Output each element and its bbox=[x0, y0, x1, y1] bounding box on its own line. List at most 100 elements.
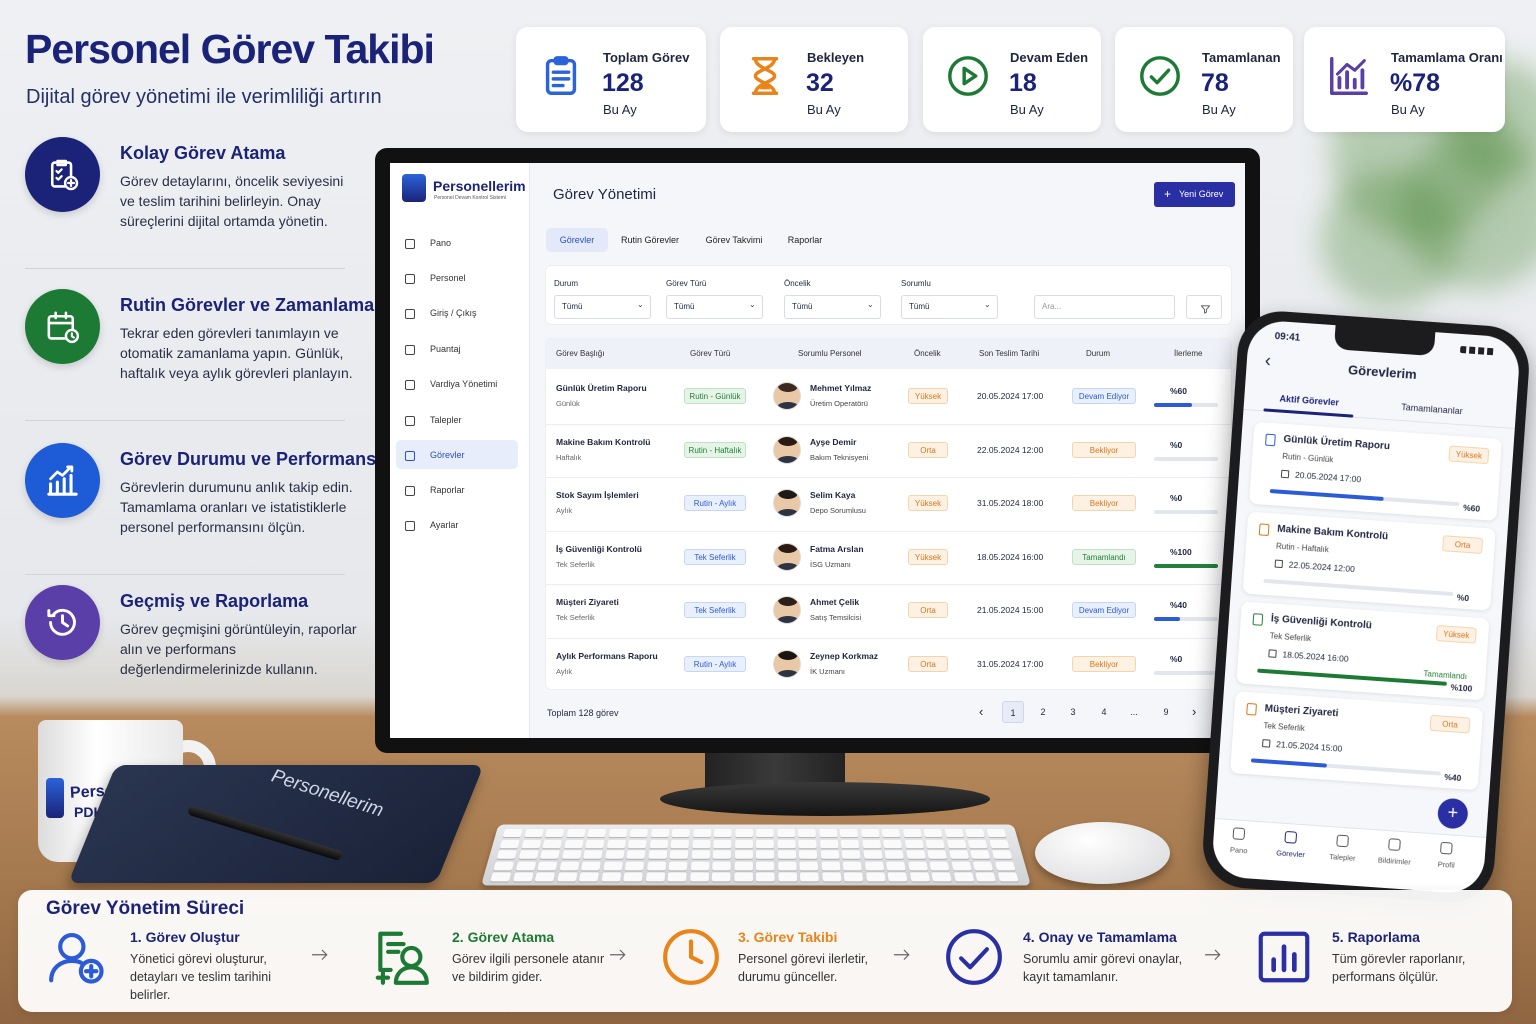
card-status: Tamamlandı bbox=[1423, 669, 1468, 682]
icon-part bbox=[61, 614, 70, 628]
plant-blur bbox=[1320, 170, 1460, 310]
task-frequency: Tek Seferlik bbox=[556, 559, 595, 569]
column-header: İlerleme bbox=[1174, 349, 1203, 358]
filter-select[interactable]: Tümü bbox=[666, 295, 763, 319]
key bbox=[839, 829, 859, 838]
task-card[interactable]: Günlük Üretim Raporu Yüksek Rutin - Günlük… bbox=[1248, 421, 1503, 521]
feature-icon bbox=[42, 306, 83, 347]
icon-part bbox=[49, 465, 74, 481]
key bbox=[534, 872, 556, 882]
key bbox=[691, 850, 710, 859]
feature-title: Kolay Görev Atama bbox=[120, 143, 286, 163]
key bbox=[734, 839, 753, 848]
key bbox=[798, 850, 818, 859]
page-number[interactable]: 4 bbox=[1101, 707, 1107, 717]
icon-part bbox=[47, 473, 78, 496]
page-number[interactable]: 3 bbox=[1070, 707, 1076, 717]
progress-label: %40 bbox=[1170, 600, 1188, 610]
task-frequency: Haftalık bbox=[556, 452, 582, 462]
column-header: Görev Türü bbox=[690, 349, 731, 358]
feature-icon-circle bbox=[25, 443, 100, 518]
filter-select[interactable]: Tümü bbox=[901, 295, 998, 319]
nav-icon bbox=[405, 274, 415, 284]
progress-fill bbox=[1154, 403, 1193, 407]
card-progress: %100 bbox=[1450, 682, 1473, 694]
card-due: 21.05.2024 15:00 bbox=[1275, 739, 1343, 754]
mobile-tab[interactable]: Tamamlananlar bbox=[1400, 401, 1464, 417]
key bbox=[797, 829, 816, 838]
priority-chip: Orta bbox=[908, 441, 948, 458]
filter-label: Durum bbox=[554, 279, 579, 288]
search-box[interactable]: Ara... bbox=[1034, 295, 1175, 319]
feature-icon-circle bbox=[25, 289, 100, 364]
icon-part bbox=[551, 70, 571, 88]
tab[interactable]: Raporlar bbox=[787, 235, 823, 245]
icon-part bbox=[545, 56, 577, 95]
filter-select[interactable]: Tümü bbox=[554, 295, 651, 319]
avatar-body bbox=[776, 616, 800, 623]
avatar-hair bbox=[778, 436, 798, 446]
filter-select[interactable]: Tümü bbox=[784, 295, 881, 319]
priority-chip: Orta bbox=[908, 602, 948, 618]
icon-part bbox=[946, 929, 1002, 985]
key bbox=[756, 872, 775, 882]
task-card[interactable]: İş Güvenliği Kontrolü Yüksek Tek Seferlik 1… bbox=[1236, 601, 1490, 701]
feature-icon bbox=[42, 460, 83, 501]
stat-value: %78 bbox=[1390, 69, 1441, 97]
tab[interactable]: Görevler bbox=[546, 228, 608, 252]
progress-label: %100 bbox=[1170, 546, 1192, 557]
priority-chip: Yüksek bbox=[908, 495, 948, 511]
key bbox=[669, 850, 689, 859]
key bbox=[904, 839, 924, 848]
page-number[interactable]: 9 bbox=[1163, 707, 1169, 717]
nav-icon bbox=[405, 486, 415, 496]
step-arrow bbox=[606, 948, 630, 966]
task-card[interactable]: Makine Bakım Kontrolü Orta Rutin - Haftalı… bbox=[1242, 511, 1496, 611]
card-priority: Yüksek bbox=[1448, 445, 1490, 465]
calendar-icon bbox=[1280, 469, 1290, 479]
nav-icon bbox=[405, 521, 415, 531]
stat-label: Toplam Görev bbox=[603, 50, 690, 65]
card-title: İş Güvenliği Kontrolü bbox=[1270, 613, 1373, 632]
divider bbox=[25, 420, 345, 421]
feature-icon bbox=[42, 602, 83, 643]
key bbox=[953, 872, 974, 882]
page-number[interactable]: 2 bbox=[1040, 707, 1046, 717]
icon-part bbox=[1330, 57, 1368, 95]
icon-part bbox=[47, 311, 80, 344]
nav-active-bg bbox=[396, 440, 518, 469]
key bbox=[864, 861, 884, 870]
page-number[interactable]: ... bbox=[1130, 707, 1138, 717]
step-title: 4. Onay ve Tamamlama bbox=[1023, 929, 1177, 945]
step-text: Görev ilgili personele atanır ve bildiri… bbox=[452, 952, 605, 984]
icon-part bbox=[311, 949, 328, 960]
key bbox=[692, 829, 711, 838]
key bbox=[629, 829, 649, 838]
card-type: Rutin - Haftalık bbox=[1275, 541, 1330, 555]
key bbox=[670, 839, 690, 848]
key bbox=[931, 872, 952, 882]
stat-card: Bekleyen 32 Bu Ay bbox=[720, 27, 908, 132]
tab[interactable]: Görev Takvimi bbox=[705, 235, 763, 245]
person-name: Fatma Arslan bbox=[810, 543, 864, 554]
key bbox=[860, 829, 880, 838]
key bbox=[907, 861, 928, 870]
card-icon bbox=[1258, 523, 1270, 537]
mobile-tab[interactable]: Aktif Görevler bbox=[1279, 393, 1340, 408]
new-button[interactable]: Yeni Görev bbox=[1154, 182, 1235, 207]
card-fill bbox=[1257, 668, 1447, 686]
icon-part bbox=[1200, 305, 1211, 314]
status-chip: Devam Ediyor bbox=[1072, 388, 1136, 404]
brand-name: Personellerim bbox=[433, 178, 526, 194]
filter-button[interactable] bbox=[1186, 295, 1222, 319]
notch bbox=[1333, 325, 1436, 357]
icon-part bbox=[47, 314, 75, 340]
monitor-screen: Personellerim Personel Devam Kontrol Sist… bbox=[390, 163, 1245, 738]
task-card[interactable]: Müşteri Ziyareti Orta Tek Seferlik 21.05.20… bbox=[1230, 691, 1484, 791]
card-title: Makine Bakım Kontrolü bbox=[1276, 523, 1389, 543]
icon-part bbox=[759, 83, 771, 90]
fab[interactable]: + bbox=[1436, 797, 1469, 830]
tab[interactable]: Rutin Görevler bbox=[620, 235, 680, 245]
page-number[interactable]: 1 bbox=[1002, 701, 1024, 723]
stat-period: Bu Ay bbox=[807, 102, 841, 117]
